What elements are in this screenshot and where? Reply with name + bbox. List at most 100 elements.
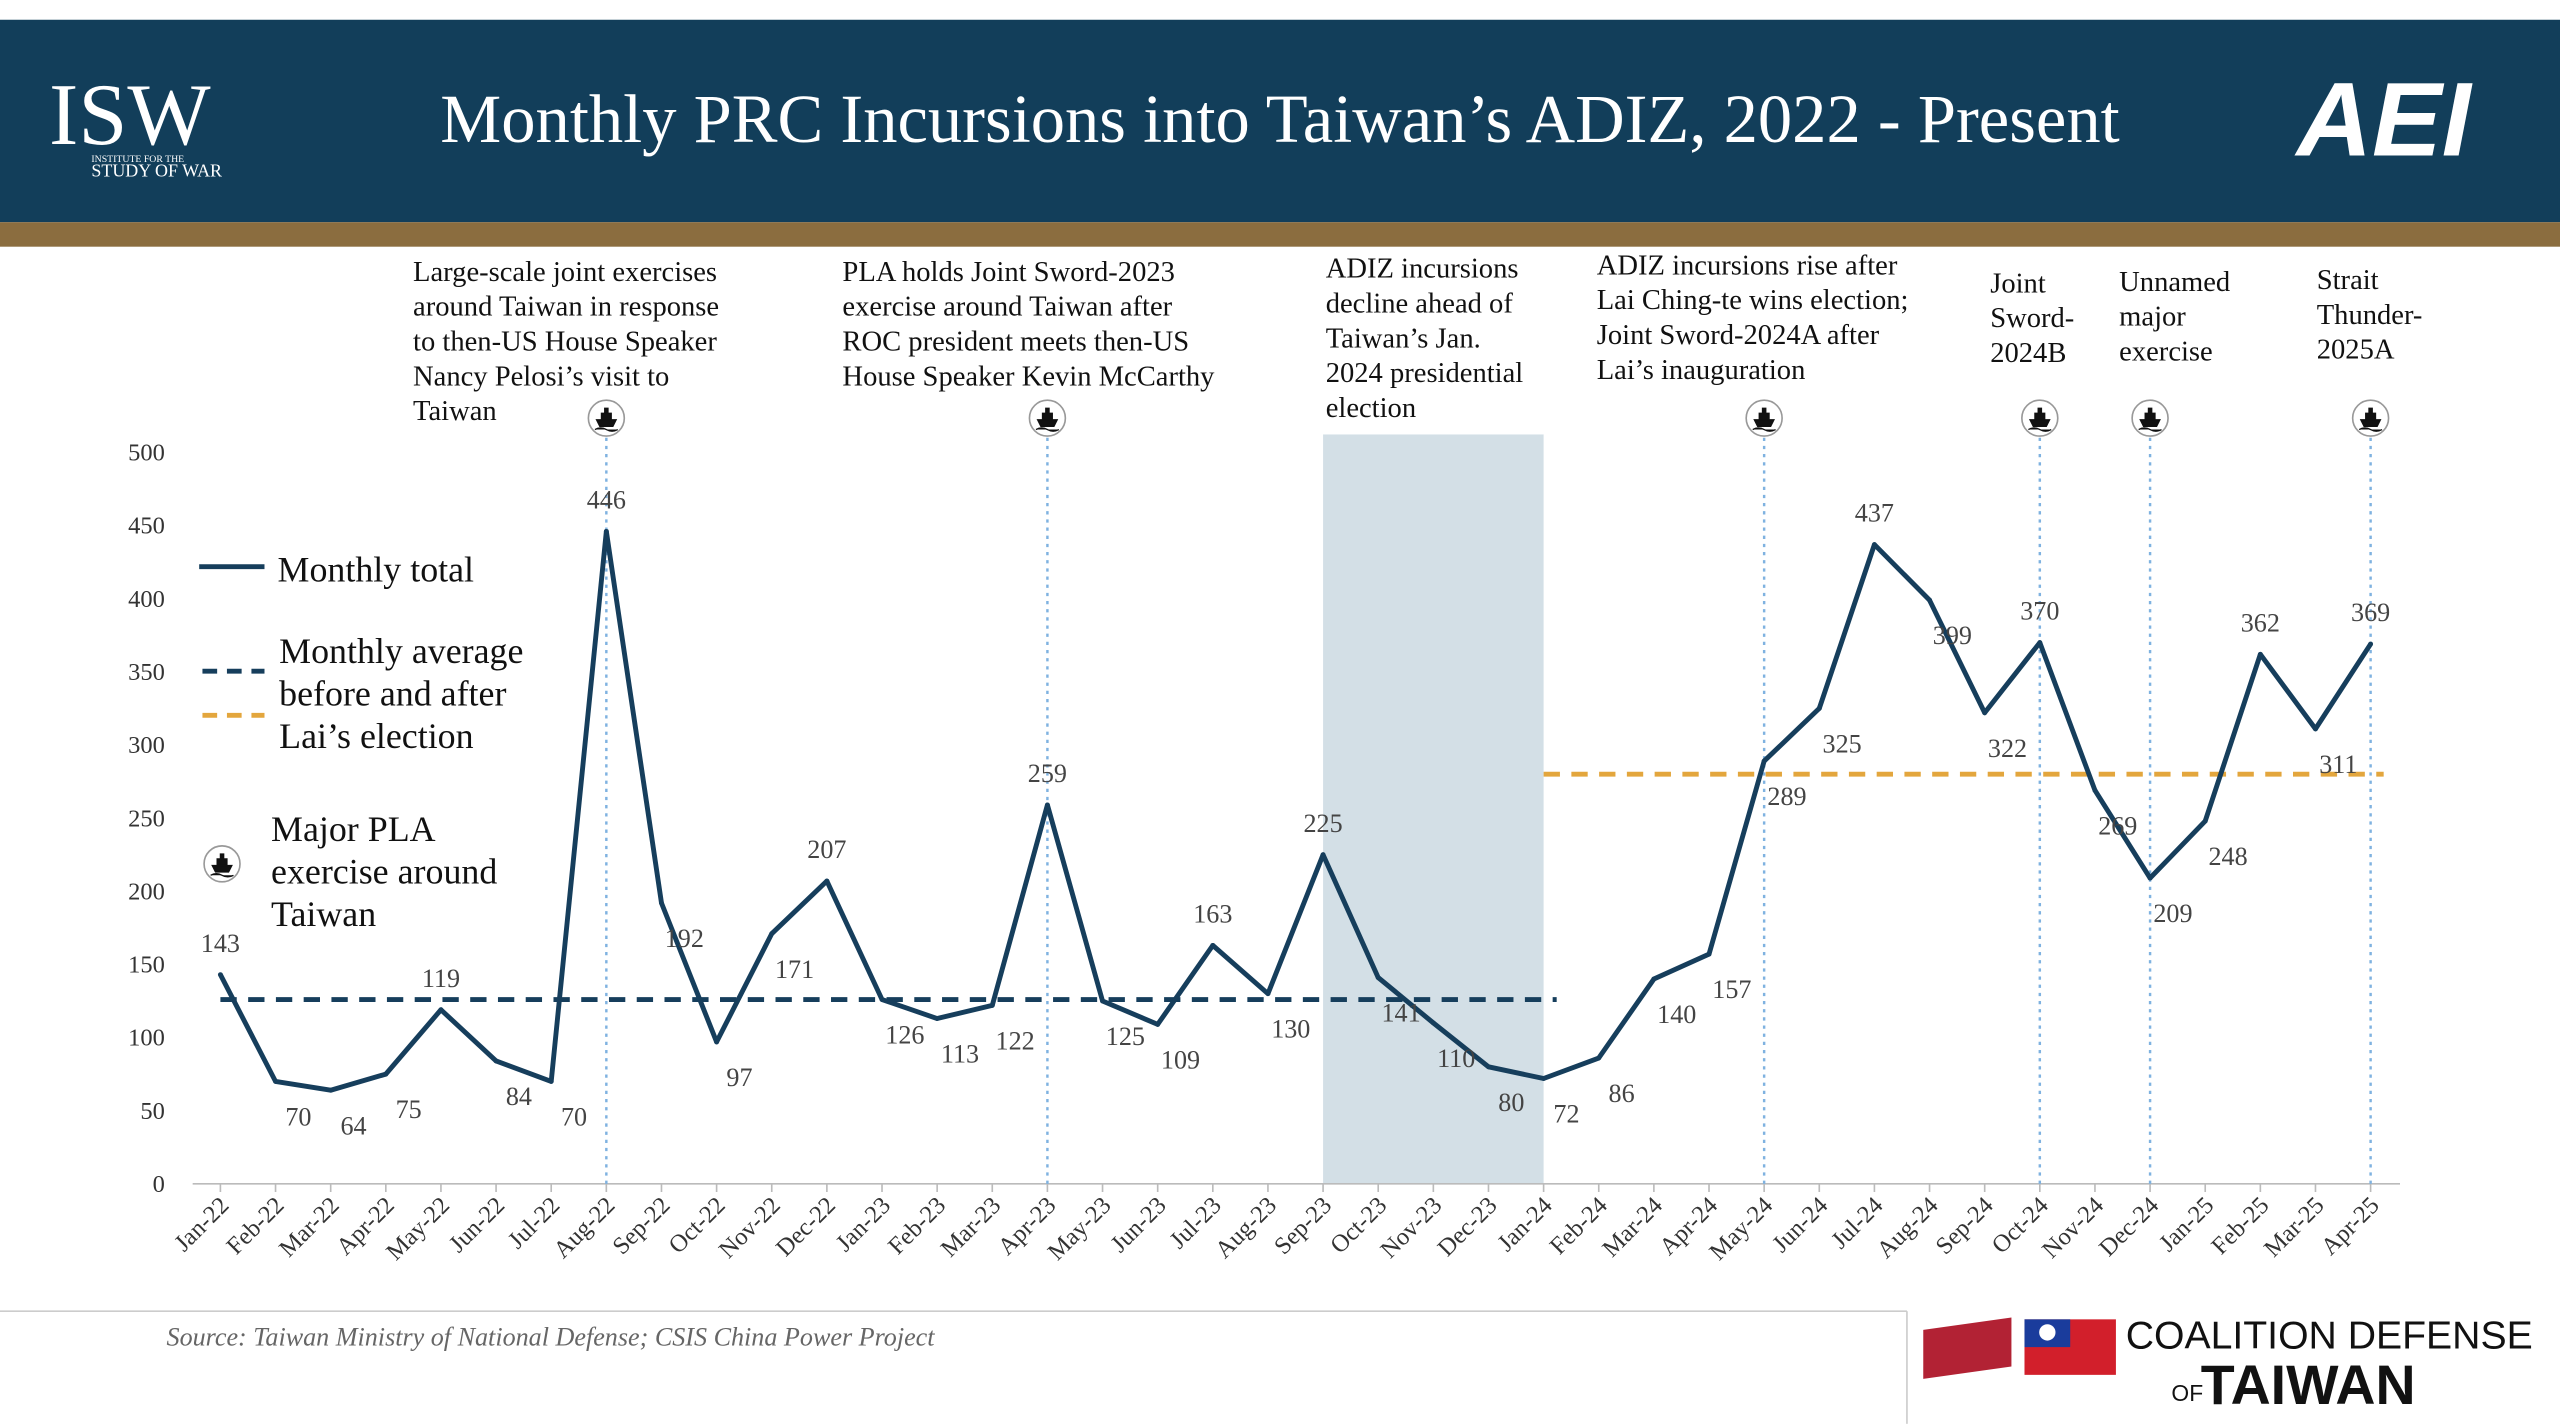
annotation: Thunder- <box>2317 300 2423 331</box>
x-tick-label: Aug-22 <box>548 1192 620 1264</box>
point <box>659 900 664 906</box>
value-label: 322 <box>1988 734 2027 763</box>
value-label: 109 <box>1161 1045 1200 1074</box>
point <box>383 1071 389 1077</box>
point <box>1816 705 1822 711</box>
value-label: 72 <box>1553 1100 1579 1129</box>
annotation: Lai’s inauguration <box>1597 355 1806 386</box>
value-label: 259 <box>1028 759 1067 788</box>
value-label: 269 <box>2098 811 2137 840</box>
annotation: Taiwan’s Jan. <box>1326 323 1481 354</box>
x-tick-label: Jan-23 <box>831 1192 896 1257</box>
tw-flag-sun <box>2039 1324 2056 1341</box>
value-label: 325 <box>1823 729 1862 758</box>
legend-label: before and after <box>279 673 506 713</box>
event-icon-ship <box>594 407 619 432</box>
annotation: exercise around Taiwan after <box>842 292 1172 323</box>
value-label: 143 <box>201 929 240 958</box>
value-label: 130 <box>1271 1015 1310 1044</box>
value-label: 70 <box>285 1103 311 1132</box>
point <box>273 1078 278 1084</box>
annotation: House Speaker Kevin McCarthy <box>842 361 1215 392</box>
coalition-logo: COALITION DEFENSE OF TAIWAN <box>1923 1315 2533 1416</box>
value-label: 437 <box>1855 499 1894 528</box>
value-label: 126 <box>885 1021 924 1050</box>
event-icon-ship <box>1035 407 1060 432</box>
point <box>1265 991 1271 997</box>
point <box>2037 640 2043 646</box>
value-label: 110 <box>1437 1044 1475 1073</box>
line <box>218 528 2373 1093</box>
annotation: Joint <box>1990 268 2046 299</box>
point <box>217 972 223 978</box>
point <box>1210 942 1216 948</box>
value-label: 192 <box>665 924 704 953</box>
header-strip <box>0 222 2560 247</box>
point <box>934 1016 940 1021</box>
aei-logo: AEI <box>2294 61 2473 178</box>
x-tick-label: Nov-23 <box>1375 1192 1447 1264</box>
value-label: 399 <box>1933 621 1972 650</box>
x-tick-label: Feb-23 <box>883 1192 951 1260</box>
value-label: 140 <box>1657 1000 1696 1029</box>
x-tick-label: Dec-23 <box>1433 1192 1503 1262</box>
y-tick-label: 0 <box>153 1171 165 1198</box>
point <box>1982 710 1988 716</box>
x-tick-label: Jan-22 <box>169 1192 234 1257</box>
point <box>1761 758 1767 764</box>
point <box>603 528 609 534</box>
x-tick-label: Jan-24 <box>1492 1192 1557 1257</box>
event-icon-ship <box>2028 407 2052 432</box>
value-label: 171 <box>775 955 814 984</box>
y-tick-label: 450 <box>128 513 165 540</box>
annotation: ADIZ incursions <box>1326 254 1519 285</box>
legend-label: Monthly average <box>279 631 523 671</box>
point <box>2257 651 2263 657</box>
annotation: around Taiwan in response <box>413 292 719 323</box>
annotation: exercise <box>2119 336 2213 367</box>
annotation: ROC president meets then-US <box>842 327 1189 358</box>
point <box>1927 597 1932 603</box>
point <box>493 1058 499 1064</box>
x-tick-label: Mar-24 <box>1597 1192 1668 1263</box>
value-label: 86 <box>1609 1079 1635 1108</box>
point <box>1375 975 1381 981</box>
legend-label: Lai’s election <box>279 716 473 756</box>
value-label: 446 <box>587 486 626 515</box>
isw-tagline: INSTITUTE FOR THE <box>91 154 184 165</box>
y-tick-label: 150 <box>128 952 165 979</box>
point <box>328 1087 334 1093</box>
x-tick-label: Dec-22 <box>771 1192 841 1262</box>
x-tick-label: Aug-23 <box>1210 1192 1282 1264</box>
annotation: election <box>1326 393 1416 424</box>
annotation: 2024B <box>1990 338 2066 369</box>
value-label: 70 <box>561 1103 587 1132</box>
point <box>879 997 885 1002</box>
x-tick-label: Jun-23 <box>1106 1192 1172 1258</box>
point <box>1155 1021 1161 1027</box>
annotation: Large-scale joint exercises <box>413 257 717 288</box>
point <box>989 1002 995 1008</box>
x-tick-label: Nov-24 <box>2037 1192 2109 1264</box>
annotation: Sword- <box>1990 303 2074 334</box>
value-label: 311 <box>2319 750 2357 779</box>
annotation: ADIZ incursions rise after <box>1597 250 1898 281</box>
annotation: PLA holds Joint Sword-2023 <box>842 257 1174 288</box>
value-label: 119 <box>422 964 460 993</box>
point <box>769 931 775 937</box>
value-label: 122 <box>996 1026 1035 1055</box>
point <box>1596 1055 1602 1061</box>
point <box>548 1078 554 1084</box>
value-label: 157 <box>1712 975 1751 1004</box>
value-label: 207 <box>807 835 846 864</box>
point <box>1430 1020 1436 1026</box>
point <box>2368 641 2374 647</box>
point <box>2313 726 2318 732</box>
y-tick-label: 250 <box>128 805 165 832</box>
x-tick-label: Sep-23 <box>1269 1192 1337 1260</box>
x-tick-label: Sep-22 <box>607 1192 675 1260</box>
annotation: Taiwan <box>413 396 497 427</box>
y-tick-label: 350 <box>128 659 165 686</box>
annotation: Lai Ching-te wins election; <box>1597 285 1909 316</box>
x-tick-label: Mar-22 <box>274 1192 345 1263</box>
